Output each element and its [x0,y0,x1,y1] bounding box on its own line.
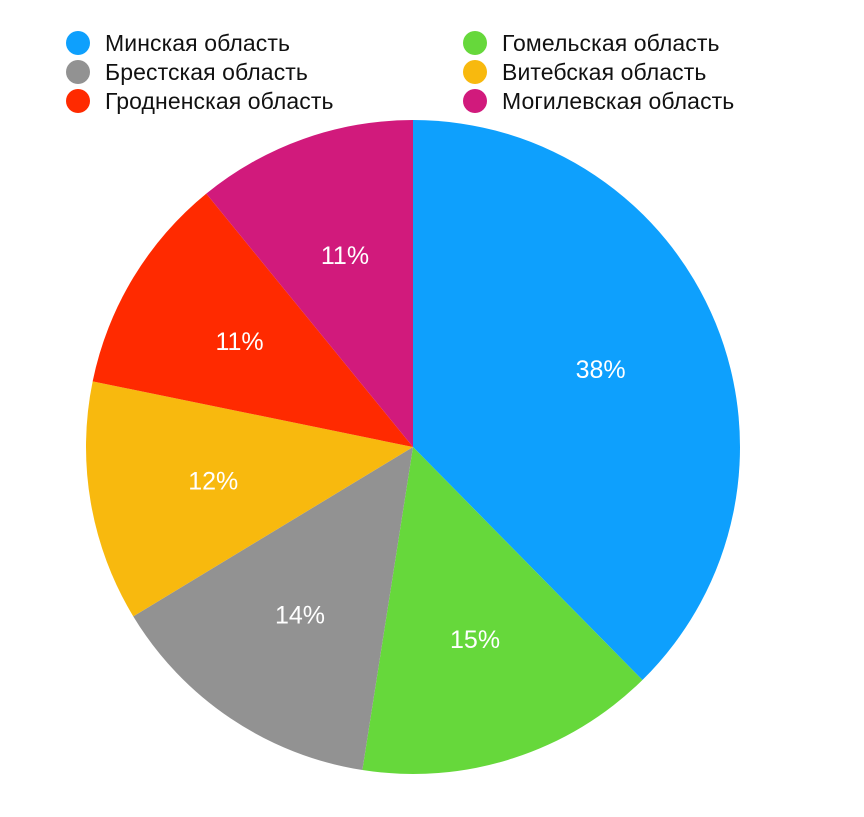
pie-slice-gomel [362,447,643,775]
pie-slice-grodno [92,193,413,447]
legend-label: Минская область [105,29,291,56]
legend-label: Витебская область [502,58,707,85]
slice-label-gomel: 15% [450,626,500,654]
pie-slice-mogilev [206,120,413,447]
chart-legend: Минская область Брестская область Гродне… [0,0,864,120]
legend-item-mogilev: Могилевская область [463,87,734,115]
legend-item-minsk: Минская область [66,29,290,57]
slice-label-brest: 14% [275,601,325,629]
legend-swatch-icon [66,60,90,84]
pie-slices [85,120,740,775]
legend-label: Брестская область [105,58,309,85]
legend-swatch-icon [463,89,487,113]
pie-slice-brest [133,447,413,771]
pie-slice-labels: 38% 15% 14% 12% 11% 11% [188,242,625,654]
legend-label: Могилевская область [502,87,735,114]
legend-item-grodno: Гродненская область [66,87,334,115]
legend-label: Гродненская область [105,87,334,114]
slice-label-mogilev: 11% [321,242,369,270]
legend-item-gomel: Гомельская область [463,29,720,57]
legend-swatch-icon [463,60,487,84]
legend-swatch-icon [66,31,90,55]
slice-label-vitebsk: 12% [188,468,238,496]
slice-label-grodno: 11% [215,328,263,356]
legend-item-vitebsk: Витебская область [463,58,706,86]
legend-item-brest: Брестская область [66,58,308,86]
legend-swatch-icon [66,89,90,113]
slice-label-minsk: 38% [576,356,626,384]
legend-label: Гомельская область [502,29,720,56]
pie-slice-vitebsk [85,381,413,617]
legend-swatch-icon [463,31,487,55]
pie-slice-minsk [413,120,740,681]
